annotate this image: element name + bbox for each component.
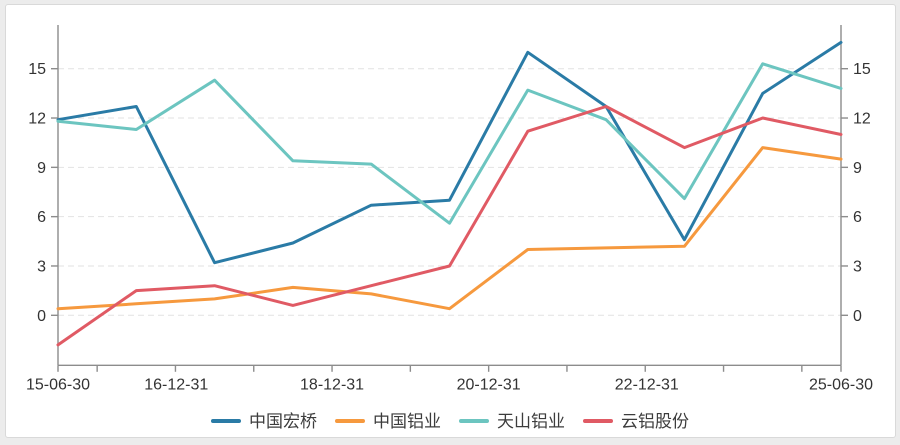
legend-item-series-1[interactable]: 中国宏桥	[211, 413, 317, 430]
legend-item-series-4[interactable]: 云铝股份	[583, 413, 689, 430]
y-tick-label-right: 9	[853, 160, 862, 177]
y-tick-label-left: 15	[28, 61, 46, 78]
y-tick-label-right: 0	[853, 308, 862, 325]
legend-item-series-3[interactable]: 天山铝业	[459, 413, 565, 430]
y-tick-label-left: 0	[37, 308, 46, 325]
x-tick-label: 15-06-30	[26, 376, 90, 393]
legend-swatch-icon	[211, 419, 241, 423]
legend-swatch-icon	[583, 419, 613, 423]
y-tick-label-right: 6	[853, 209, 862, 226]
y-tick-label-left: 9	[37, 160, 46, 177]
y-tick-label-left: 6	[37, 209, 46, 226]
legend-item-series-2[interactable]: 中国铝业	[335, 413, 441, 430]
legend-label: 云铝股份	[621, 411, 689, 431]
y-tick-label-left: 12	[28, 111, 46, 128]
y-tick-label-right: 15	[853, 61, 871, 78]
x-tick-label: 22-12-31	[615, 376, 679, 393]
y-tick-label-right: 3	[853, 258, 862, 275]
legend: 中国宏桥 中国铝业 天山铝业 云铝股份	[0, 407, 900, 435]
legend-label: 中国宏桥	[249, 411, 317, 431]
series-line-天山铝业	[56, 62, 843, 225]
legend-label: 天山铝业	[497, 411, 565, 431]
legend-swatch-icon	[335, 419, 365, 423]
x-tick-label: 16-12-31	[144, 376, 208, 393]
y-tick-label-left: 3	[37, 258, 46, 275]
series-line-云铝股份	[56, 105, 843, 347]
x-tick-label: 20-12-31	[457, 376, 521, 393]
x-tick-label: 18-12-31	[300, 376, 364, 393]
legend-swatch-icon	[459, 419, 489, 423]
x-tick-label: 25-06-30	[809, 376, 873, 393]
series-line-中国铝业	[56, 146, 843, 311]
legend-label: 中国铝业	[373, 411, 441, 431]
y-tick-label-right: 12	[853, 111, 871, 128]
series-line-中国宏桥	[56, 40, 843, 265]
